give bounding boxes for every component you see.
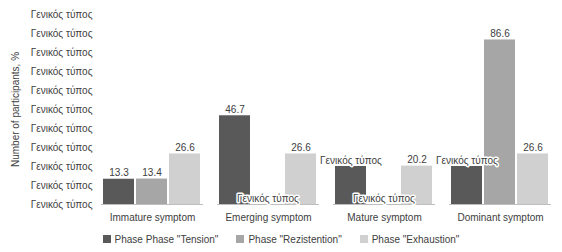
svg-text:Mature symptom: Mature symptom <box>347 212 421 223</box>
html-text:Phase Phase "Tension": Phase Phase "Tension" <box>114 233 219 245</box>
svg-text:Γενικός τύπος: Γενικός τύπος <box>31 66 93 77</box>
svg-text:Γενικός τύπος: Γενικός τύπος <box>353 193 415 204</box>
svg-text:Γενικός τύπος: Γενικός τύπος <box>31 104 93 115</box>
svg-text:26.6: 26.6 <box>175 142 195 153</box>
svg-text:46.7: 46.7 <box>225 104 245 115</box>
svg-text:86.6: 86.6 <box>490 28 510 39</box>
svg-text:Γενικός τύπος: Γενικός τύπος <box>320 155 382 166</box>
svg-text:Γενικός τύπος: Γενικός τύπος <box>31 47 93 58</box>
svg-text:Γενικός τύπος: Γενικός τύπος <box>31 123 93 134</box>
svg-text:Emerging symptom: Emerging symptom <box>225 212 311 223</box>
svg-text:Γενικός τύπος: Γενικός τύπος <box>31 199 93 210</box>
svg-text:Number of participants, %: Number of participants, % <box>10 52 21 167</box>
svg-text:Γενικός τύπος: Γενικός τύπος <box>31 28 93 39</box>
svg-text:13.4: 13.4 <box>142 167 162 178</box>
svg-text:Γενικός τύπος: Γενικός τύπος <box>31 9 93 20</box>
svg-text:Γενικός τύπος: Γενικός τύπος <box>436 155 498 166</box>
svg-text:20.2: 20.2 <box>407 154 427 165</box>
html-text:Phase "Exhaustion": Phase "Exhaustion" <box>371 233 460 245</box>
svg-text:Immature symptom: Immature symptom <box>110 212 196 223</box>
svg-text:Γενικός τύπος: Γενικός τύπος <box>31 142 93 153</box>
svg-text:Γενικός τύπος: Γενικός τύπος <box>31 161 93 172</box>
html-text:Phase "Rezistention": Phase "Rezistention" <box>248 233 342 245</box>
svg-text:Γενικός τύπος: Γενικός τύπος <box>237 193 299 204</box>
svg-text:Dominant symptom: Dominant symptom <box>457 212 543 223</box>
svg-text:Γενικός τύπος: Γενικός τύπος <box>31 180 93 191</box>
svg-text:Γενικός τύπος: Γενικός τύπος <box>31 85 93 96</box>
svg-text:26.6: 26.6 <box>291 142 311 153</box>
svg-text:13.3: 13.3 <box>109 167 129 178</box>
svg-text:26.6: 26.6 <box>523 142 543 153</box>
